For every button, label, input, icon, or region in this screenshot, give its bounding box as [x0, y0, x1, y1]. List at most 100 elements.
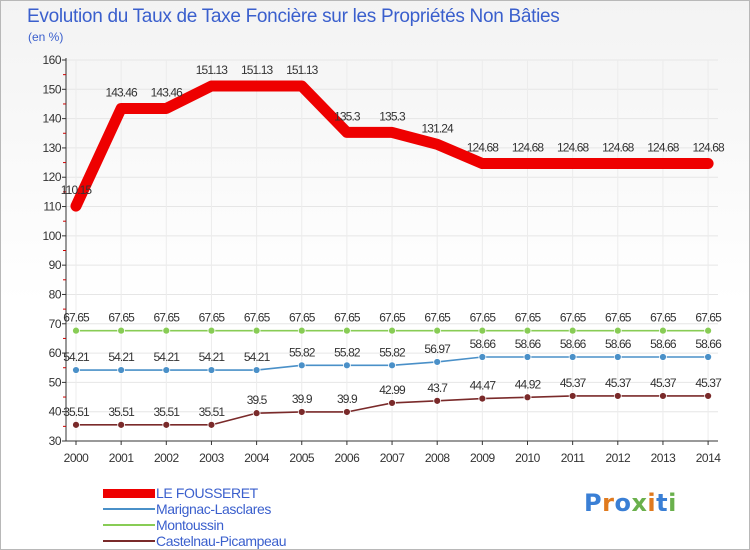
data-point [659, 326, 667, 335]
y-tick-label: 120 [42, 170, 61, 184]
data-point [342, 361, 351, 370]
x-tick-label: 2009 [470, 451, 496, 465]
x-tick-label: 2008 [425, 451, 451, 465]
data-point [72, 326, 80, 335]
x-tick-label: 2012 [605, 451, 631, 465]
data-label: 124.68 [467, 141, 500, 155]
data-label: 54.21 [244, 350, 271, 364]
data-label: 55.82 [334, 345, 361, 359]
legend-swatch-marignac-lasclares [103, 508, 155, 510]
data-point [613, 353, 622, 361]
data-label: 42.99 [379, 383, 406, 397]
data-label: 135.3 [334, 109, 361, 123]
data-point [388, 361, 396, 370]
data-label: 44.92 [515, 377, 542, 391]
data-label: 67.65 [199, 311, 226, 325]
data-point [613, 326, 622, 335]
data-point [523, 393, 532, 402]
x-tick-label: 2006 [335, 451, 361, 465]
data-label: 56.97 [424, 342, 451, 356]
data-point [388, 399, 396, 407]
data-point [704, 353, 712, 361]
proxiti-logo: Proxiti [584, 489, 677, 517]
legend-label-montoussin: Montoussin [156, 517, 224, 533]
data-label: 67.65 [63, 311, 90, 325]
data-label: 151.13 [241, 63, 274, 77]
data-point [568, 392, 577, 400]
data-point [297, 361, 306, 370]
x-tick-label: 2007 [380, 451, 406, 465]
legend-label-castelnau-picampeau: Castelnau-Picampeau [156, 533, 287, 549]
legend-swatch-castelnau-picampeau [103, 540, 155, 542]
data-label: 45.37 [560, 376, 587, 390]
data-label: 58.66 [650, 337, 677, 351]
data-point [523, 353, 532, 361]
data-label: 39.9 [292, 392, 313, 406]
data-label: 110.15 [61, 183, 93, 197]
data-label: 54.21 [63, 350, 90, 364]
y-tick-label: 90 [49, 258, 62, 272]
data-label: 35.51 [199, 405, 226, 419]
data-label: 67.65 [470, 311, 497, 325]
x-tick-label: 2014 [696, 451, 722, 465]
data-point [568, 326, 577, 335]
data-point [162, 366, 171, 374]
data-label: 67.65 [108, 311, 135, 325]
data-label: 45.37 [605, 376, 632, 390]
data-point [704, 326, 712, 335]
data-label: 67.65 [154, 311, 181, 325]
data-point [162, 420, 171, 429]
data-label: 124.68 [647, 141, 680, 155]
x-tick-label: 2013 [651, 451, 677, 465]
y-tick-label: 70 [49, 317, 62, 331]
x-tick-label: 2010 [515, 451, 541, 465]
data-label: 143.46 [105, 85, 138, 99]
data-point [342, 326, 351, 335]
data-label: 45.37 [695, 376, 722, 390]
data-point [207, 326, 216, 335]
data-point [72, 420, 80, 429]
data-point [478, 394, 487, 403]
data-label: 45.37 [650, 376, 677, 390]
data-label: 124.68 [557, 141, 590, 155]
data-point [117, 420, 126, 429]
data-label: 131.24 [422, 121, 455, 135]
data-point [162, 326, 171, 335]
data-point [433, 358, 442, 366]
data-label: 43.7 [427, 381, 448, 395]
data-label: 67.65 [560, 311, 587, 325]
x-tick-label: 2003 [199, 451, 225, 465]
data-label: 54.21 [154, 350, 181, 364]
x-tick-label: 2005 [289, 451, 315, 465]
data-label: 58.66 [470, 337, 497, 351]
logo-letter: o [614, 489, 632, 517]
data-label: 67.65 [424, 311, 451, 325]
y-tick-label: 30 [49, 434, 62, 448]
data-point [433, 396, 442, 405]
data-label: 44.47 [470, 379, 497, 393]
data-label: 67.65 [695, 311, 722, 325]
series-line-0 [70, 80, 714, 212]
data-point [659, 392, 667, 400]
data-point [342, 408, 351, 416]
data-point [72, 366, 80, 374]
x-tick-label: 2011 [561, 451, 586, 465]
data-point [704, 392, 712, 400]
data-label: 143.46 [151, 85, 184, 99]
data-point [613, 392, 622, 400]
data-label: 54.21 [199, 350, 226, 364]
logo-letter: t [656, 489, 669, 517]
data-point [388, 326, 396, 335]
data-label: 67.65 [515, 311, 542, 325]
data-label: 55.82 [379, 345, 406, 359]
y-tick-label: 60 [49, 346, 62, 360]
logo-letter: x [631, 489, 648, 517]
data-point [297, 326, 306, 335]
y-axis-unit: (en %) [28, 30, 64, 44]
legend-swatch-montoussin [103, 524, 155, 526]
data-label: 124.68 [692, 141, 725, 155]
data-point [207, 420, 216, 429]
y-tick-label: 160 [42, 53, 61, 67]
